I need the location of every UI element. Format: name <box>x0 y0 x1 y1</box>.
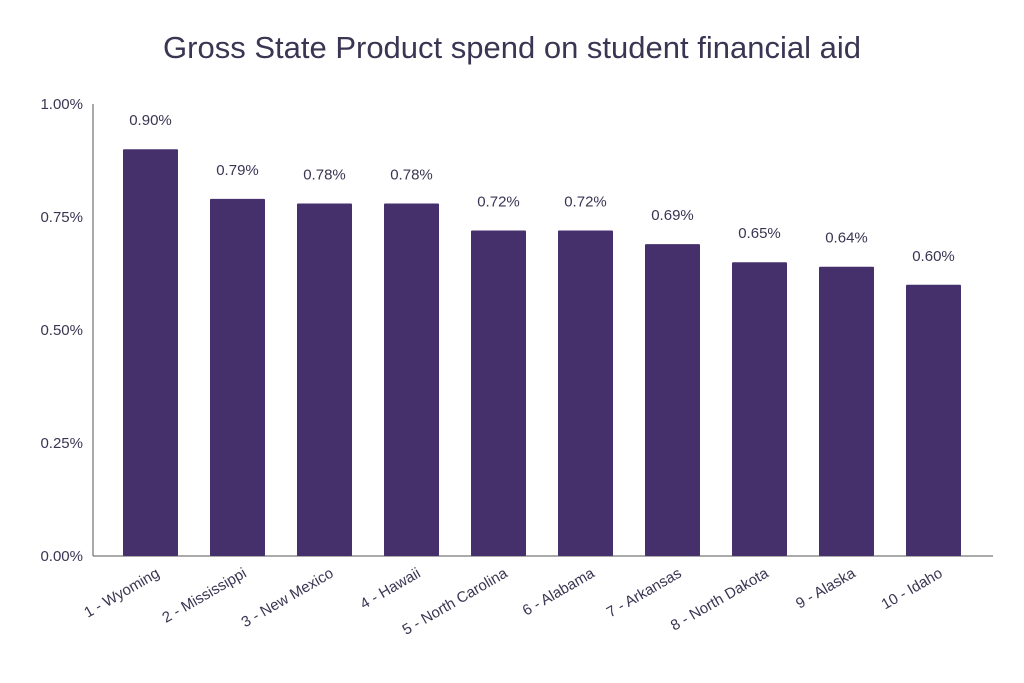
bar <box>297 203 352 556</box>
y-tick-label: 1.00% <box>40 96 83 113</box>
bar <box>471 230 526 556</box>
y-tick-label: 0.50% <box>40 322 83 339</box>
bar-value-label: 0.78% <box>303 166 346 183</box>
bar <box>123 149 178 556</box>
bar-value-label: 0.78% <box>390 166 433 183</box>
x-tick-label: 9 - Alaska <box>793 564 859 612</box>
bar-value-label: 0.90% <box>129 112 172 129</box>
bar <box>210 198 265 557</box>
bar-value-label: 0.72% <box>477 194 520 211</box>
x-tick-label: 6 - Alabama <box>520 564 598 619</box>
y-tick-label: 0.75% <box>40 209 83 226</box>
y-tick-label: 0.25% <box>40 435 83 452</box>
bar-value-label: 0.79% <box>216 162 259 179</box>
bar <box>645 244 700 556</box>
bar-value-label: 0.60% <box>912 248 955 265</box>
bar-value-label: 0.69% <box>651 207 694 224</box>
bar-value-label: 0.65% <box>738 225 781 242</box>
x-tick-label: 8 - North Dakota <box>668 564 772 634</box>
y-tick-label: 0.00% <box>40 548 83 565</box>
x-tick-label: 3 - New Mexico <box>238 565 336 631</box>
chart-title: Gross State Product spend on student fin… <box>163 30 861 65</box>
bar-value-label: 0.64% <box>825 230 868 247</box>
bar <box>819 266 874 556</box>
x-tick-label: 1 - Wyoming <box>81 565 162 622</box>
x-tick-label: 7 - Arkansas <box>604 565 685 621</box>
x-tick-label: 10 - Idaho <box>878 565 945 614</box>
x-tick-label: 2 - Mississippi <box>159 565 249 627</box>
bar-value-label: 0.72% <box>564 194 607 211</box>
bar <box>906 284 961 556</box>
bar <box>384 203 439 556</box>
x-tick-label: 4 - Hawaii <box>357 565 423 613</box>
bar <box>558 230 613 556</box>
bar <box>732 262 787 556</box>
